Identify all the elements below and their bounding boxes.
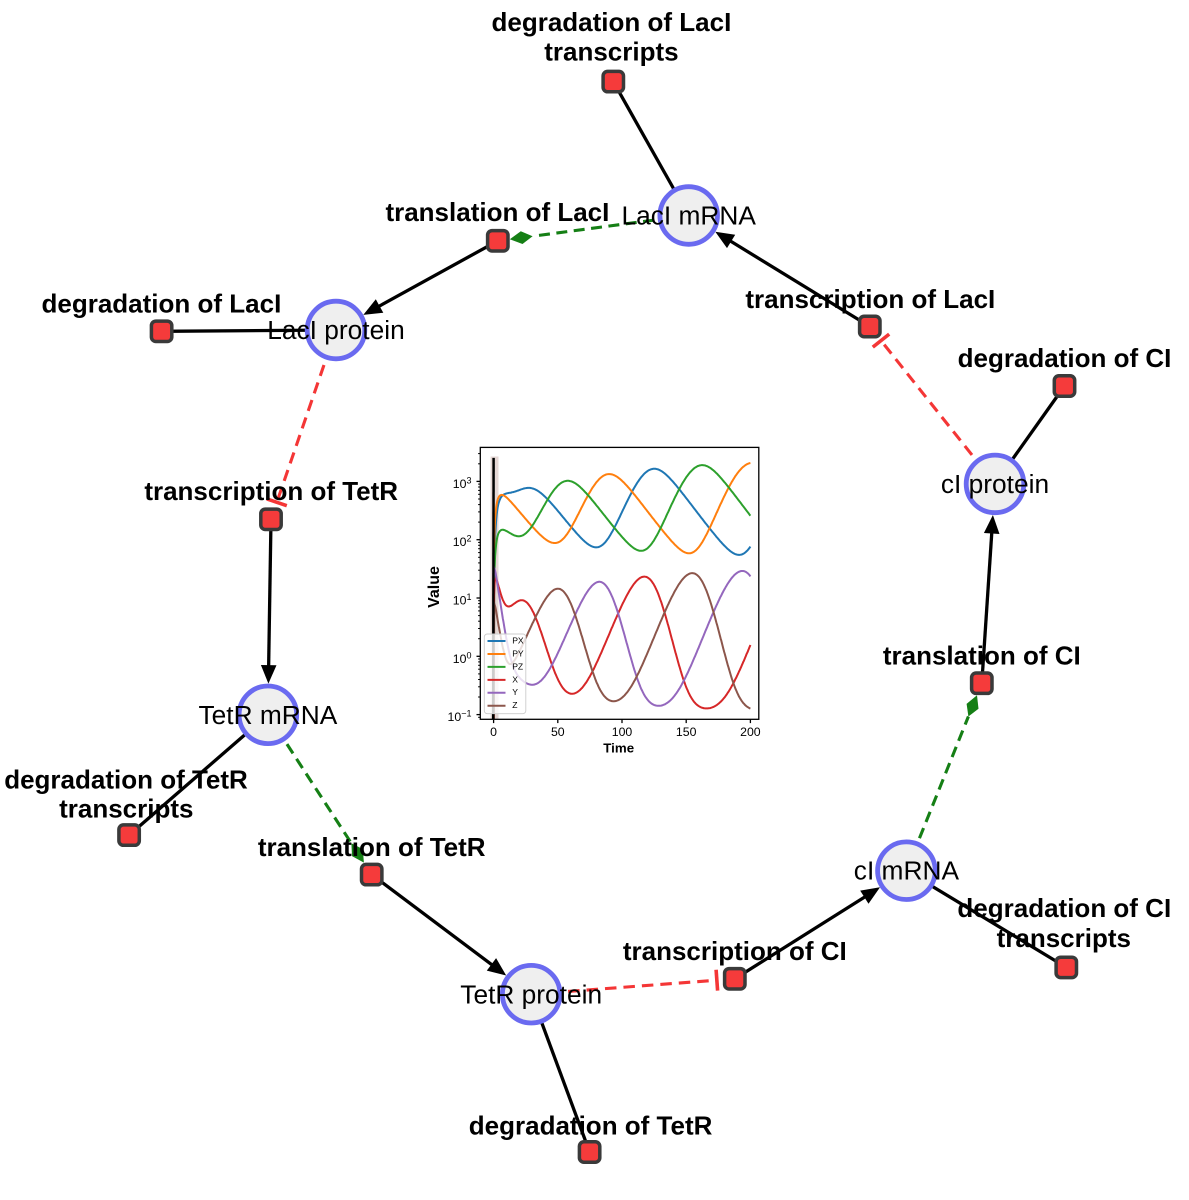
svg-text:degradation of LacI: degradation of LacI <box>491 7 731 37</box>
svg-text:translation of TetR: translation of TetR <box>258 832 486 862</box>
svg-text:transcription of TetR: transcription of TetR <box>144 476 398 506</box>
svg-text:degradation of TetR: degradation of TetR <box>4 764 248 794</box>
svg-text:LacI protein: LacI protein <box>267 315 404 345</box>
svg-text:100: 100 <box>612 725 633 739</box>
svg-text:LacI mRNA: LacI mRNA <box>621 201 756 231</box>
svg-text:200: 200 <box>740 725 761 739</box>
svg-text:0: 0 <box>490 725 497 739</box>
svg-text:100: 100 <box>453 650 472 666</box>
svg-text:103: 103 <box>453 475 472 491</box>
svg-text:degradation of CI: degradation of CI <box>957 893 1171 923</box>
svg-text:Value: Value <box>426 566 443 608</box>
svg-text:PY: PY <box>512 648 524 658</box>
svg-text:transcripts: transcripts <box>544 37 678 67</box>
svg-text:degradation of CI: degradation of CI <box>958 343 1172 373</box>
svg-text:translation of CI: translation of CI <box>883 640 1081 670</box>
svg-text:transcripts: transcripts <box>997 923 1131 953</box>
svg-text:PX: PX <box>512 635 524 645</box>
svg-text:Z: Z <box>512 700 517 710</box>
svg-text:TetR mRNA: TetR mRNA <box>198 700 337 730</box>
svg-text:transcription of CI: transcription of CI <box>623 936 847 966</box>
svg-text:degradation of LacI: degradation of LacI <box>41 288 281 318</box>
svg-text:transcripts: transcripts <box>59 794 193 824</box>
svg-text:PZ: PZ <box>512 661 523 671</box>
svg-text:102: 102 <box>453 534 472 550</box>
svg-text:150: 150 <box>676 725 697 739</box>
svg-text:101: 101 <box>453 592 472 608</box>
svg-text:translation of LacI: translation of LacI <box>385 197 609 227</box>
svg-text:50: 50 <box>551 725 565 739</box>
svg-text:10−1: 10−1 <box>448 709 472 725</box>
svg-text:Y: Y <box>512 687 518 697</box>
svg-text:TetR protein: TetR protein <box>460 980 602 1010</box>
svg-text:Time: Time <box>603 741 634 756</box>
svg-text:transcription of LacI: transcription of LacI <box>745 284 995 314</box>
svg-text:degradation of TetR: degradation of TetR <box>469 1111 713 1141</box>
svg-text:cI protein: cI protein <box>941 469 1049 499</box>
svg-text:cI mRNA: cI mRNA <box>854 856 960 886</box>
svg-text:X: X <box>512 674 518 684</box>
